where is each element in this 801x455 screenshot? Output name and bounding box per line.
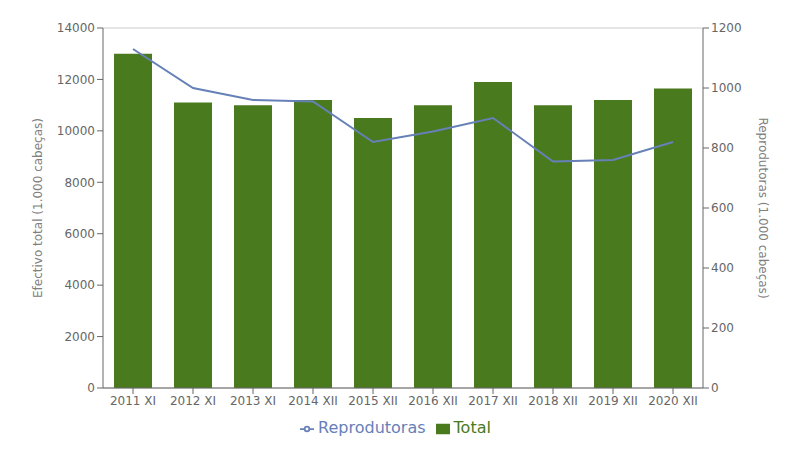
svg-text:2020 XII: 2020 XII: [648, 394, 698, 408]
svg-text:2011 XI: 2011 XI: [110, 394, 156, 408]
svg-text:Efectivo total (1.000 cabeças): Efectivo total (1.000 cabeças): [31, 118, 45, 298]
svg-text:10000: 10000: [57, 124, 95, 138]
svg-text:8000: 8000: [64, 176, 95, 190]
html-text:Reprodutoras: Reprodutoras: [318, 418, 426, 437]
svg-text:0: 0: [711, 381, 719, 395]
svg-text:2017 XII: 2017 XII: [468, 394, 518, 408]
html-text:Total: Total: [453, 418, 491, 437]
svg-text:400: 400: [711, 261, 734, 275]
svg-text:2014 XII: 2014 XII: [288, 394, 338, 408]
svg-text:2019 XII: 2019 XII: [588, 394, 638, 408]
svg-text:2016 XII: 2016 XII: [408, 394, 458, 408]
svg-text:1200: 1200: [711, 21, 742, 35]
svg-text:6000: 6000: [64, 227, 95, 241]
svg-text:600: 600: [711, 201, 734, 215]
svg-text:2000: 2000: [64, 330, 95, 344]
svg-text:2015 XII: 2015 XII: [348, 394, 398, 408]
svg-text:200: 200: [711, 321, 734, 335]
svg-text:4000: 4000: [64, 278, 95, 292]
svg-text:14000: 14000: [57, 21, 95, 35]
svg-text:1000: 1000: [711, 81, 742, 95]
svg-text:2018 XII: 2018 XII: [528, 394, 578, 408]
svg-text:2012 XI: 2012 XI: [170, 394, 216, 408]
svg-text:2013 XI: 2013 XI: [230, 394, 276, 408]
svg-text:12000: 12000: [57, 73, 95, 87]
svg-text:0: 0: [87, 381, 95, 395]
svg-text:Reprodutoras (1.000 cabeças): Reprodutoras (1.000 cabeças): [756, 117, 770, 298]
svg-text:800: 800: [711, 141, 734, 155]
